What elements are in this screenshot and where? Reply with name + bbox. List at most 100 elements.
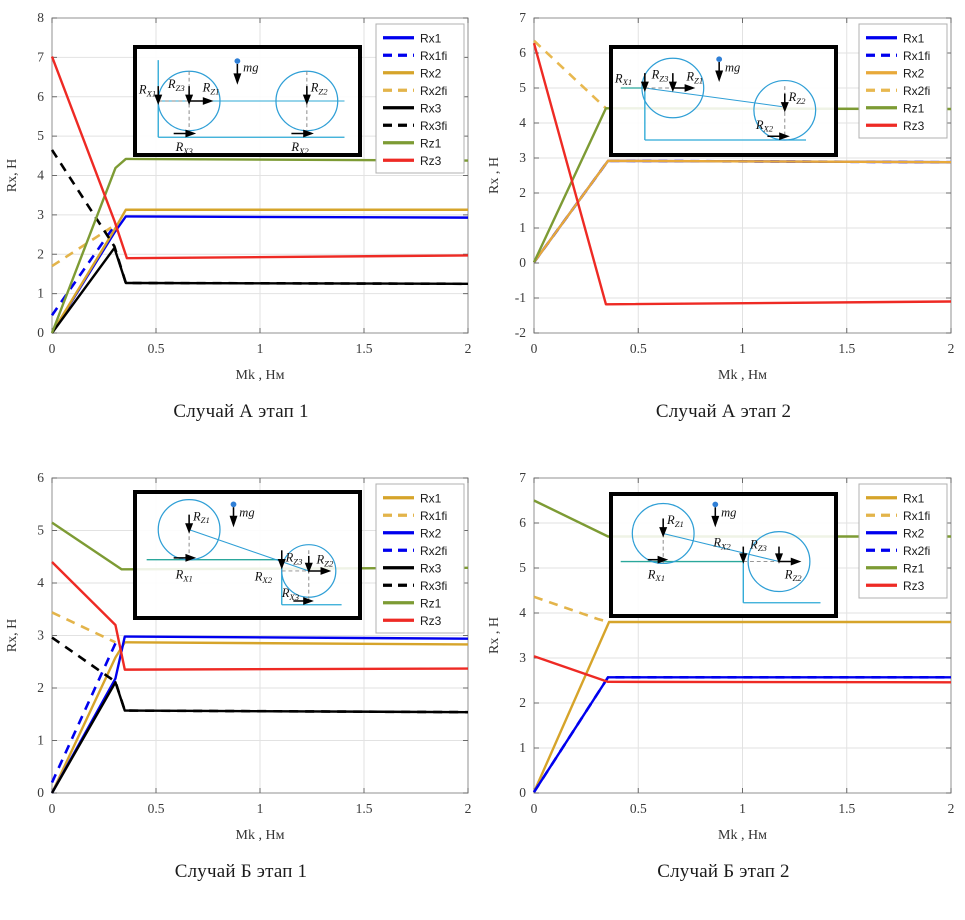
x-axis-label: Mk , Нм: [718, 368, 767, 383]
svg-text:5: 5: [519, 80, 526, 95]
svg-text:RX1: RX1: [175, 568, 193, 584]
legend-label-Rz3: Rz3: [420, 154, 442, 168]
svg-text:0: 0: [531, 801, 538, 816]
series-Rx2fi: [532, 676, 951, 793]
series-Rx2: [50, 208, 468, 334]
svg-text:3: 3: [37, 628, 44, 643]
svg-text:RX2: RX2: [755, 118, 774, 134]
legend-label-Rx1fi: Rx1fi: [420, 509, 447, 523]
svg-text:4: 4: [519, 115, 526, 130]
svg-text:RZ2: RZ2: [788, 90, 807, 106]
svg-text:RZ1: RZ1: [666, 513, 684, 529]
svg-text:RX3: RX3: [175, 140, 193, 153]
panel-caption-a1: Случай А этап 1: [173, 401, 309, 422]
svg-text:7: 7: [519, 10, 526, 25]
series-Rz3: [532, 42, 952, 306]
inset-svg-a1: RX1 RZ3 RZ1 mg RZ2 RX3 RX2: [138, 58, 345, 153]
svg-text:RZ3: RZ3: [285, 551, 303, 567]
svg-text:-2: -2: [515, 325, 526, 340]
svg-text:RX2: RX2: [290, 140, 309, 153]
svg-text:0: 0: [531, 341, 538, 356]
svg-text:RX2: RX2: [712, 536, 731, 552]
legend-label-Rz3: Rz3: [903, 119, 925, 133]
svg-text:5: 5: [37, 128, 44, 143]
svg-text:1: 1: [37, 733, 44, 748]
legend: Rx1 Rx1fi Rx2 Rx2fi Rz1 Rz3: [858, 23, 948, 139]
svg-text:2: 2: [519, 695, 526, 710]
legend-label-Rx2: Rx2: [903, 66, 925, 80]
svg-text:1: 1: [257, 341, 264, 356]
inset-svg-a2: RX1 RZ3 RZ1 mg RZ2 RX2: [614, 56, 817, 141]
legend-label-Rx3: Rx3: [420, 101, 442, 115]
plot-area-a1: 0 1 2 3 4 5 6 7 8 0 0.5 1 1.5 2 Mk , Нм Rx, Н Rx1 Rx1fi Rx…: [0, 0, 482, 395]
svg-text:RZ3: RZ3: [651, 68, 669, 84]
legend-label-Rx1: Rx1: [420, 491, 442, 505]
svg-text:0.5: 0.5: [148, 801, 165, 816]
svg-text:mg: mg: [725, 60, 740, 74]
svg-text:1: 1: [37, 286, 44, 301]
y-axis-label: Rx , Н: [487, 157, 502, 194]
series-Rx2: [533, 159, 952, 264]
plot-area-b2: 0 1 2 3 4 5 6 7 0 0.5 1 1.5 2 Mk , Нм Rx , Н Rx1 Rx1fi Rx…: [482, 460, 965, 855]
svg-text:0.5: 0.5: [630, 341, 647, 356]
legend-label-Rx1: Rx1: [903, 491, 925, 505]
svg-text:1: 1: [739, 801, 746, 816]
y-axis-label: Rx , Н: [487, 617, 502, 654]
svg-text:RZ1: RZ1: [192, 509, 210, 525]
legend-label-Rx1fi: Rx1fi: [903, 49, 930, 63]
svg-text:RZ2: RZ2: [784, 568, 803, 584]
legend-label-Rx2fi: Rx2fi: [420, 544, 447, 558]
svg-text:2: 2: [948, 801, 955, 816]
svg-text:mg: mg: [243, 60, 258, 74]
series-Rx1: [532, 620, 951, 793]
panel-b2: 0 1 2 3 4 5 6 7 0 0.5 1 1.5 2 Mk , Нм Rx , Н Rx1 Rx1fi Rx…: [482, 460, 965, 920]
series-Rz3: [533, 655, 952, 684]
inset-diagram-a2: RX1 RZ3 RZ1 mg RZ2 RX2: [609, 45, 838, 157]
inset-diagram-b1: RZ1 mg RX1 RX2 RZ3 RZ2 RX3: [133, 490, 362, 620]
svg-text:6: 6: [37, 470, 44, 485]
y-axis-label: Rx, Н: [5, 619, 20, 652]
svg-text:4: 4: [37, 575, 44, 590]
legend: Rx1 Rx1fi Rx2 Rx2fi Rz1 Rz3: [858, 483, 948, 599]
series-Rz3: [51, 561, 469, 671]
panel-a1: 0 1 2 3 4 5 6 7 8 0 0.5 1 1.5 2 Mk , Нм Rx, Н Rx1 Rx1fi Rx…: [0, 0, 482, 460]
svg-text:2: 2: [519, 185, 526, 200]
svg-text:1: 1: [739, 341, 746, 356]
svg-text:RZ1: RZ1: [685, 70, 703, 86]
svg-text:0: 0: [519, 255, 526, 270]
svg-text:2: 2: [948, 341, 955, 356]
legend-label-Rx2: Rx2: [420, 526, 442, 540]
svg-text:1.5: 1.5: [838, 341, 855, 356]
legend-label-Rx2: Rx2: [903, 526, 925, 540]
svg-text:RX3: RX3: [281, 586, 299, 602]
svg-text:RX1: RX1: [647, 568, 665, 584]
series-Rx3fi: [51, 636, 469, 714]
svg-text:2: 2: [37, 246, 44, 261]
svg-text:RZ2: RZ2: [315, 553, 334, 569]
legend-label-Rx3: Rx3: [420, 561, 442, 575]
legend-label-Rz3: Rz3: [420, 614, 442, 628]
legend-label-Rx2: Rx2: [420, 66, 442, 80]
svg-text:3: 3: [37, 207, 44, 222]
y-axis-label: Rx, Н: [5, 159, 20, 192]
svg-text:RX1: RX1: [614, 72, 632, 88]
svg-text:0: 0: [519, 785, 526, 800]
svg-text:0: 0: [49, 341, 56, 356]
legend-label-Rz3: Rz3: [903, 579, 925, 593]
svg-text:6: 6: [519, 515, 526, 530]
panel-b1: 0 1 2 3 4 5 6 0 0.5 1 1.5 2 Mk , Нм Rx, Н Rx1 Rx1fi Rx2 R…: [0, 460, 482, 920]
svg-text:1.5: 1.5: [356, 341, 373, 356]
svg-text:6: 6: [37, 89, 44, 104]
legend-label-Rx2fi: Rx2fi: [903, 544, 930, 558]
series-Rx2fi: [51, 226, 112, 268]
legend-label-Rx2fi: Rx2fi: [420, 84, 447, 98]
svg-text:7: 7: [519, 470, 526, 485]
svg-text:RZ3: RZ3: [167, 77, 185, 93]
svg-text:3: 3: [519, 650, 526, 665]
svg-text:0: 0: [37, 785, 44, 800]
x-axis-label: Mk , Нм: [718, 828, 767, 843]
legend-label-Rz1: Rz1: [420, 136, 442, 150]
svg-text:1: 1: [519, 220, 526, 235]
svg-text:RZ1: RZ1: [202, 81, 220, 97]
